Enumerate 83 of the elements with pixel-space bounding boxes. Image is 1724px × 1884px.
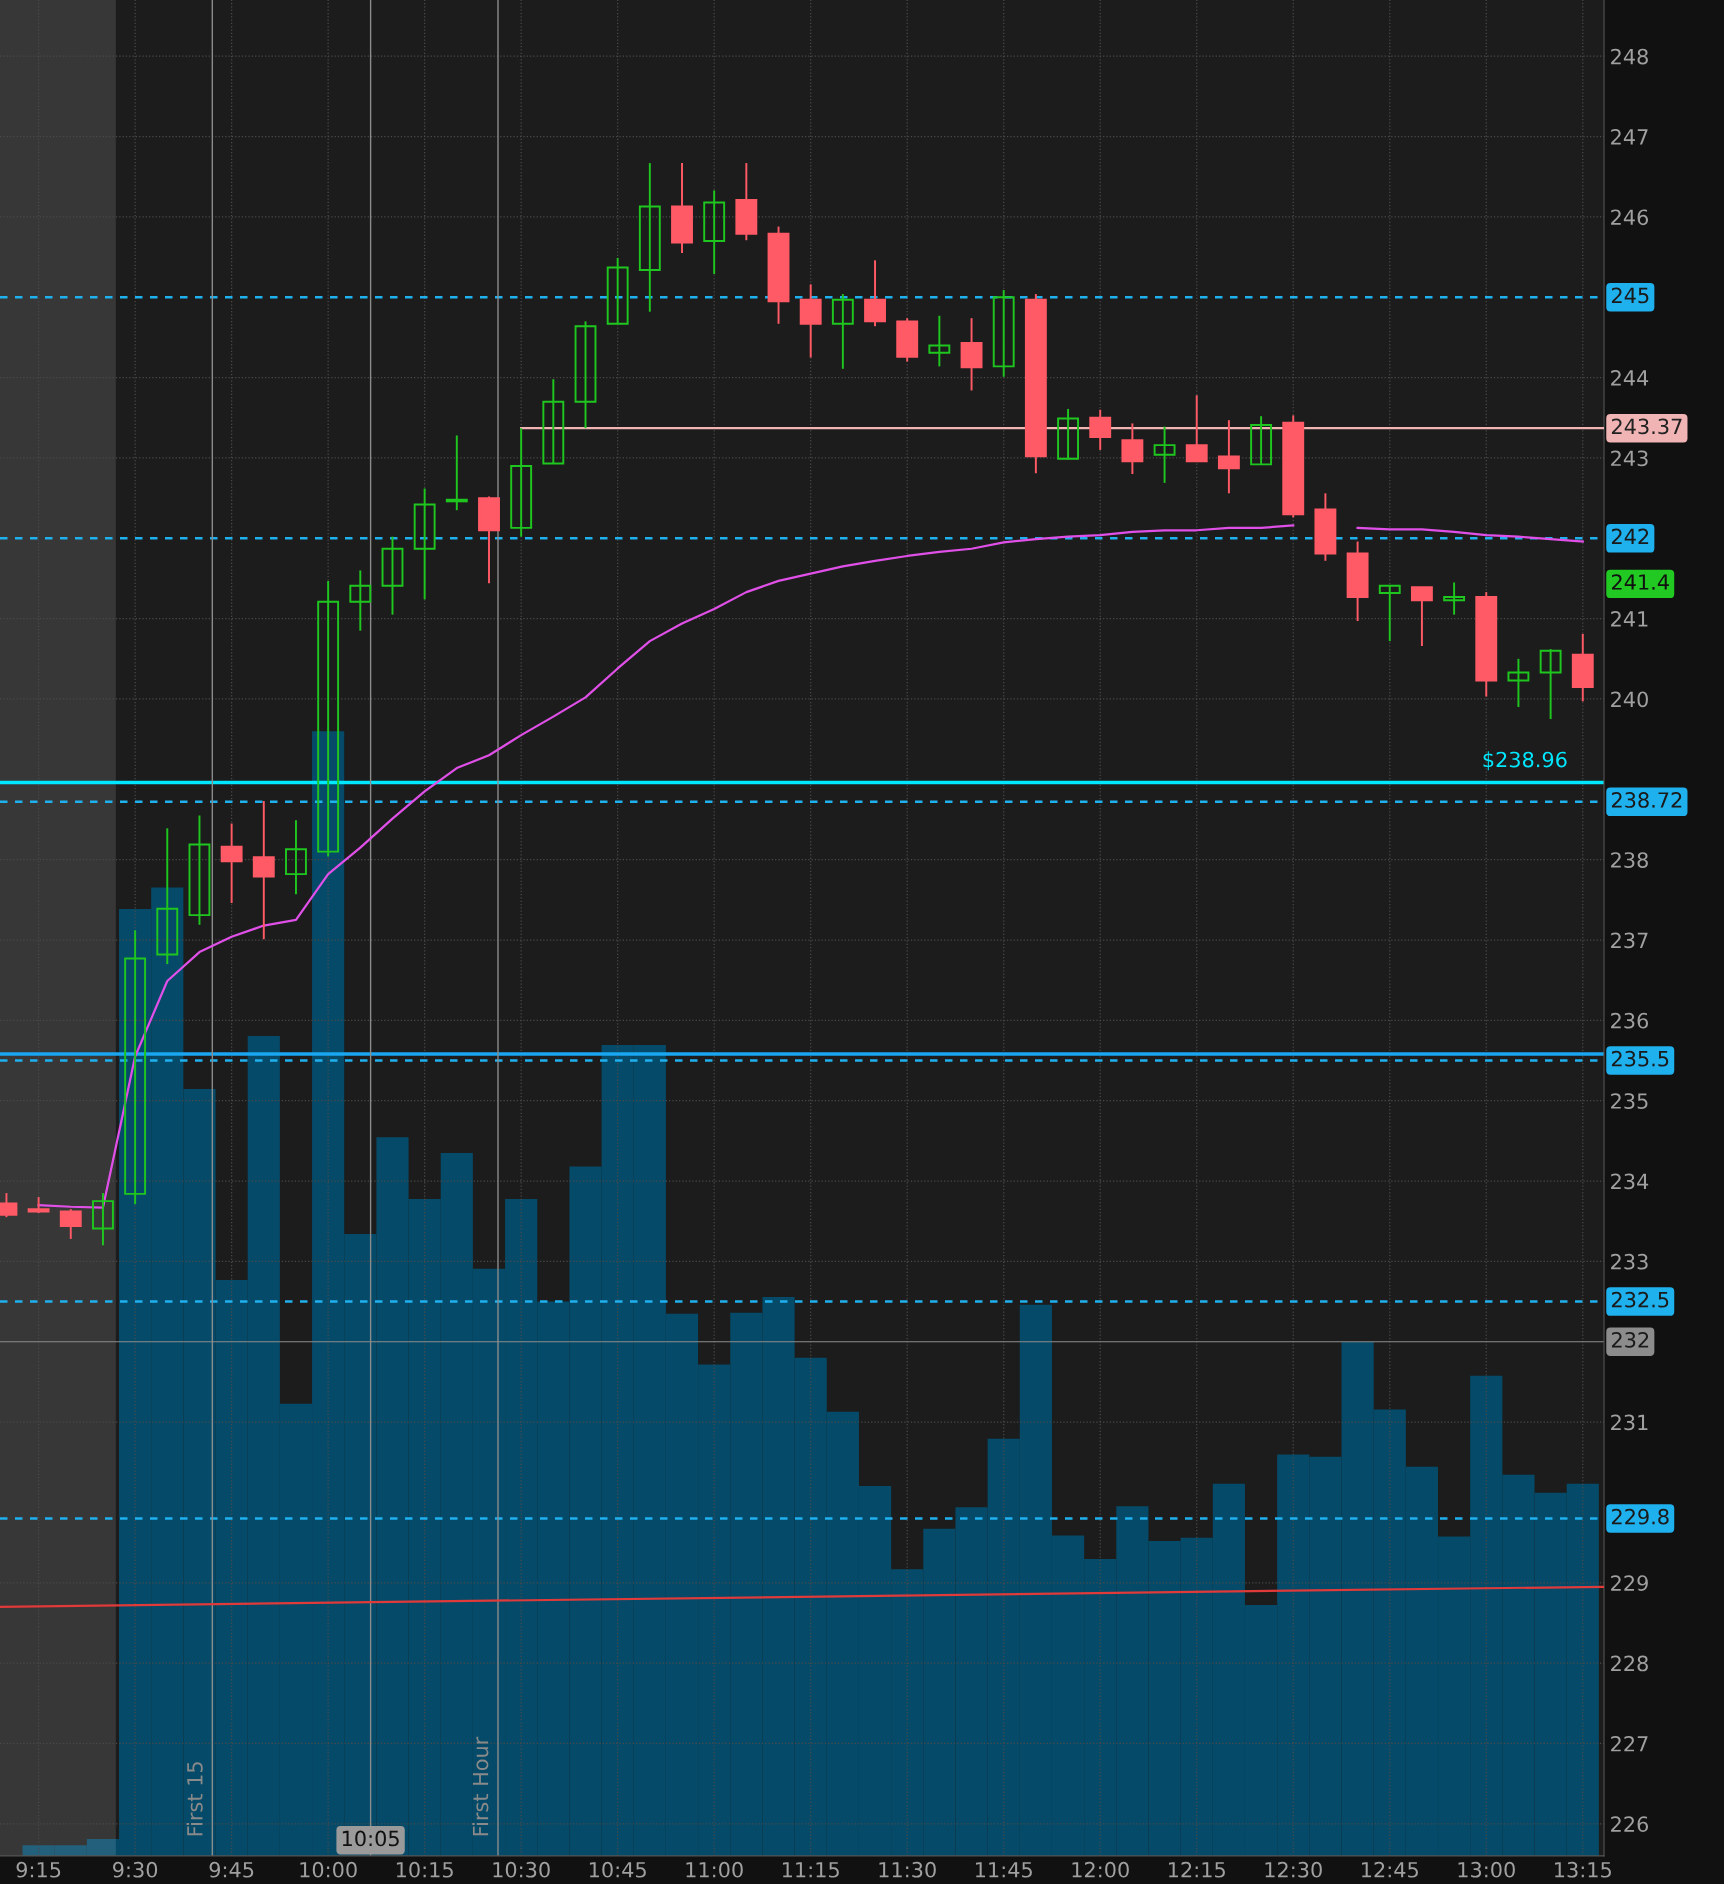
candlestick bbox=[542, 378, 565, 465]
candlestick bbox=[1250, 415, 1273, 466]
candlestick bbox=[1057, 407, 1079, 461]
x-tick-label: 10:30 bbox=[493, 1861, 550, 1878]
ref-line-label: 232.5 bbox=[1611, 1291, 1669, 1308]
candlestick bbox=[574, 320, 597, 430]
x-tick-label: 10:45 bbox=[589, 1861, 646, 1878]
x-tick-label: 11:00 bbox=[686, 1861, 743, 1878]
ref-line-label: 238.72 bbox=[1611, 792, 1682, 808]
y-tick-label: 226 bbox=[1611, 1816, 1649, 1832]
candlestick bbox=[1217, 419, 1240, 495]
x-tick-label: 9:45 bbox=[209, 1861, 254, 1878]
candlestick bbox=[1089, 408, 1112, 451]
y-tick-label: 236 bbox=[1611, 1012, 1649, 1029]
candlestick bbox=[92, 1192, 114, 1247]
ref-line-label: First 15 bbox=[186, 1762, 203, 1836]
y-tick-label: 231 bbox=[1611, 1414, 1648, 1431]
y-tick-label: 244 bbox=[1611, 370, 1649, 386]
candlestick bbox=[1539, 648, 1562, 721]
x-tick-label: 10:15 bbox=[396, 1861, 453, 1878]
y-tick-label: 227 bbox=[1611, 1735, 1648, 1752]
y-tick-label: 246 bbox=[1611, 209, 1649, 226]
y-tick-label: 234 bbox=[1611, 1173, 1649, 1190]
candlestick bbox=[928, 314, 951, 368]
x-tick-label: 12:30 bbox=[1265, 1861, 1322, 1878]
candlestick bbox=[1121, 422, 1144, 475]
candlestick bbox=[638, 162, 661, 313]
ref-line-label: 229.8 bbox=[1611, 1508, 1669, 1525]
x-tick-label: 12:00 bbox=[1072, 1861, 1129, 1878]
data-label: 243.37 bbox=[1611, 418, 1682, 435]
x-tick-label: 11:15 bbox=[782, 1862, 839, 1878]
x-tick-label: 12:45 bbox=[1362, 1861, 1418, 1878]
y-tick-label: 237 bbox=[1611, 932, 1648, 949]
candlestick bbox=[1443, 581, 1466, 616]
annotation: $238.96 bbox=[1483, 751, 1567, 771]
ref-line-label: 242 bbox=[1611, 528, 1649, 545]
y-tick-label: 247 bbox=[1611, 129, 1648, 145]
candlestick bbox=[1410, 586, 1433, 647]
candlestick bbox=[252, 800, 275, 941]
y-tick-label: 243 bbox=[1611, 450, 1648, 467]
y-tick-label: 235 bbox=[1611, 1093, 1648, 1109]
candlestick bbox=[188, 814, 211, 926]
x-tick-label: 10:00 bbox=[300, 1861, 357, 1878]
candlestick bbox=[349, 569, 372, 632]
candlestick bbox=[864, 259, 886, 328]
candlestick bbox=[992, 289, 1015, 378]
annotation: 10:05 bbox=[342, 1830, 399, 1847]
candlestick bbox=[831, 293, 854, 370]
candlestick bbox=[413, 487, 436, 601]
x-tick-label: 9:15 bbox=[16, 1861, 61, 1878]
ref-line-label: 235.5 bbox=[1611, 1050, 1669, 1067]
x-tick-label: 13:15 bbox=[1555, 1861, 1611, 1878]
x-tick-label: 11:45 bbox=[975, 1862, 1032, 1878]
candlestick bbox=[510, 427, 533, 538]
candlestick bbox=[445, 434, 468, 512]
x-tick-label: 9:30 bbox=[113, 1861, 158, 1878]
candlestick bbox=[317, 579, 340, 858]
text: 241.4 bbox=[1611, 574, 1669, 590]
candlestick bbox=[285, 819, 307, 896]
candlestick bbox=[1378, 583, 1401, 643]
ref-line-label: First Hour bbox=[472, 1736, 489, 1836]
y-tick-label: 248 bbox=[1611, 48, 1648, 65]
candlestick bbox=[1507, 657, 1530, 708]
x-tick-label: 13:00 bbox=[1458, 1861, 1515, 1878]
x-tick-label: 11:30 bbox=[879, 1861, 936, 1878]
x-tick-label: 12:15 bbox=[1169, 1861, 1225, 1878]
ref-line-label: 245 bbox=[1611, 287, 1649, 304]
y-tick-label: 240 bbox=[1611, 691, 1648, 708]
candlestick bbox=[1153, 425, 1176, 484]
y-tick-label: 238 bbox=[1611, 852, 1648, 868]
y-tick-label: 228 bbox=[1611, 1655, 1648, 1672]
ref-line-label: 232 bbox=[1611, 1332, 1649, 1348]
candlestick bbox=[156, 827, 179, 966]
candlestick bbox=[59, 1208, 82, 1240]
candlestick bbox=[124, 929, 147, 1206]
y-tick-label: 229 bbox=[1611, 1575, 1648, 1591]
candlestick bbox=[606, 256, 629, 325]
candlestick bbox=[1185, 394, 1208, 463]
y-tick-label: 233 bbox=[1611, 1253, 1648, 1270]
candlestick bbox=[220, 822, 243, 905]
candlestick bbox=[381, 535, 404, 616]
candlestick bbox=[703, 189, 726, 275]
y-tick-label: 241 bbox=[1611, 611, 1648, 627]
